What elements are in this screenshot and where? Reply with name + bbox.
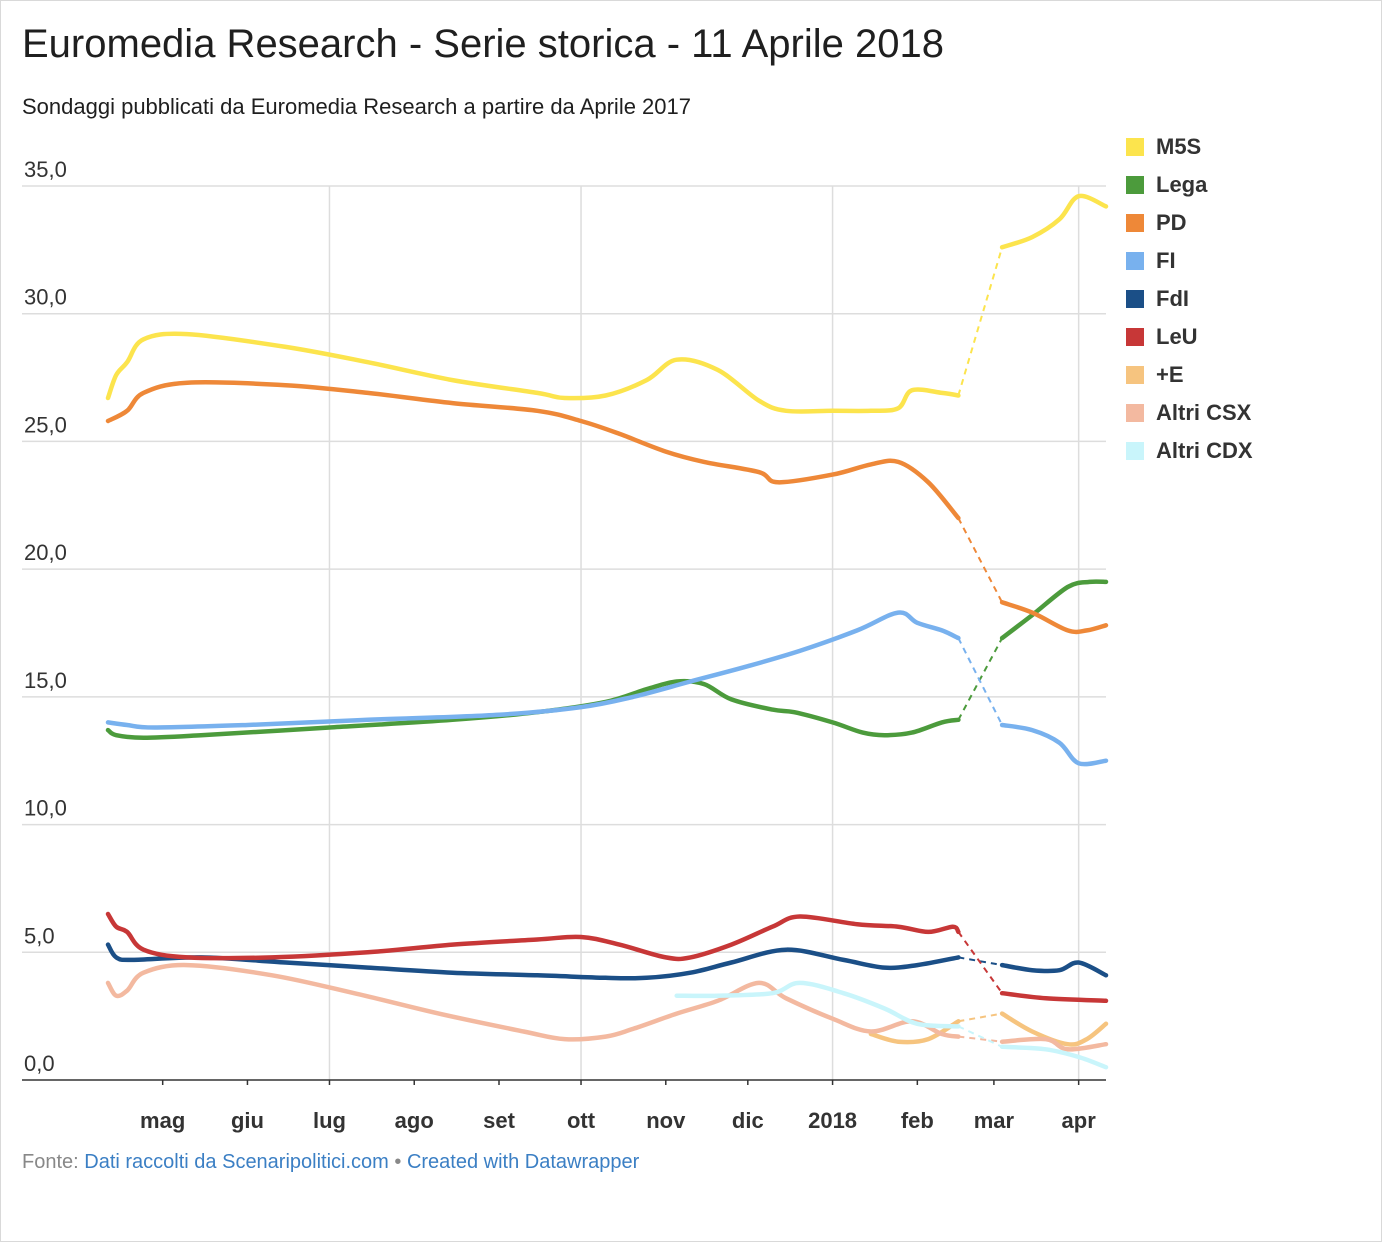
- series-line-fdi: [105, 942, 961, 981]
- x-tick-label: mag: [140, 1108, 185, 1133]
- x-tick-label: 2018: [808, 1108, 857, 1133]
- x-tick-label: lug: [313, 1108, 346, 1133]
- legend-item-plus-e: +E: [1126, 356, 1253, 394]
- legend-label: +E: [1156, 362, 1184, 387]
- series-line-leu: [105, 911, 961, 962]
- series-line-altri-csx-after: [999, 1036, 1109, 1052]
- legend-swatch: [1126, 404, 1144, 422]
- series-line-pd: [105, 380, 961, 521]
- legend-item-m5s: M5S: [1126, 128, 1253, 166]
- gridlines: [22, 185, 1106, 1080]
- legend-swatch: [1126, 442, 1144, 460]
- legend-label: PD: [1156, 210, 1187, 235]
- series-gap-fi: [957, 637, 1003, 726]
- series-line-fdi-after: [999, 960, 1109, 978]
- series-gap-altri-csx: [958, 1035, 1003, 1043]
- x-tick-label: feb: [901, 1108, 934, 1133]
- series-gap-pd: [957, 517, 1003, 603]
- legend-swatch: [1126, 328, 1144, 346]
- x-tick-label: giu: [231, 1108, 264, 1133]
- footer-separator: •: [388, 1151, 407, 1173]
- legend-swatch: [1126, 176, 1144, 194]
- series-gap-altri-cdx: [957, 1025, 1003, 1048]
- legend-item-fdi: FdI: [1126, 280, 1253, 318]
- series-line-fi-after: [999, 722, 1109, 767]
- x-tick-label: set: [483, 1108, 515, 1133]
- legend-label: Lega: [1156, 172, 1208, 197]
- legend-item-altri-csx: Altri CSX: [1126, 394, 1253, 432]
- legend-item-lega: Lega: [1126, 166, 1253, 204]
- x-tick-label: ago: [395, 1108, 434, 1133]
- legend-item-pd: PD: [1126, 204, 1253, 242]
- series-line-m5s-after: [999, 193, 1109, 250]
- y-tick-label: 0,0: [24, 1051, 55, 1076]
- source-link[interactable]: Dati raccolti da Scenaripolitici.com: [84, 1151, 389, 1173]
- y-tick-label: 30,0: [24, 285, 67, 310]
- legend-label: LeU: [1156, 324, 1198, 349]
- y-tick-label: 25,0: [24, 412, 67, 437]
- series-line-altri-cdx: [674, 980, 961, 1029]
- datawrapper-link[interactable]: Created with Datawrapper: [406, 1151, 640, 1173]
- x-tick-label: apr: [1062, 1108, 1097, 1133]
- legend: M5S Lega PD FI FdI LeU +E Altri CSX Altri CDX: [1126, 128, 1253, 470]
- series-line-plus-e: [868, 1019, 961, 1045]
- x-tick-label: dic: [732, 1108, 764, 1133]
- y-tick-label: 35,0: [24, 157, 67, 182]
- legend-swatch: [1126, 366, 1144, 384]
- series-gap-leu: [957, 931, 1003, 994]
- y-tick-label: 20,0: [24, 540, 67, 565]
- series-line-plus-e-after: [999, 1011, 1109, 1047]
- chart-title: Euromedia Research - Serie storica - 11 …: [22, 22, 944, 66]
- series-gap-lega: [957, 637, 1003, 721]
- legend-label: FI: [1156, 248, 1176, 273]
- x-tick-label: ott: [567, 1108, 596, 1133]
- legend-item-fi: FI: [1126, 242, 1253, 280]
- series-line-m5s: [105, 331, 961, 414]
- footer-prefix: Fonte:: [22, 1151, 85, 1173]
- legend-swatch: [1126, 290, 1144, 308]
- legend-label: Altri CDX: [1156, 438, 1253, 463]
- chart-subtitle: Sondaggi pubblicati da Euromedia Researc…: [22, 94, 691, 119]
- axes: 0,0 5,0 10,0 15,0 20,0 25,0 30,0 35,0 mag giu lug a…: [22, 157, 1106, 1133]
- series-line-lega-after: [999, 579, 1109, 641]
- x-tick-label: nov: [646, 1108, 686, 1133]
- y-tick-label: 15,0: [24, 668, 67, 693]
- legend-label: Altri CSX: [1156, 400, 1252, 425]
- legend-swatch: [1126, 252, 1144, 270]
- legend-swatch: [1126, 214, 1144, 232]
- legend-label: FdI: [1156, 286, 1189, 311]
- y-tick-label: 5,0: [24, 923, 55, 948]
- legend-swatch: [1126, 138, 1144, 156]
- series-gap-plus-e: [958, 1012, 1003, 1023]
- legend-label: M5S: [1156, 134, 1202, 159]
- legend-item-leu: LeU: [1126, 318, 1253, 356]
- x-tick-label: mar: [974, 1108, 1015, 1133]
- series-line-altri-csx: [105, 962, 961, 1042]
- series-line-leu-after: [999, 990, 1109, 1004]
- series-line-altri-cdx-after: [999, 1044, 1109, 1070]
- series-lines: [105, 193, 1109, 1070]
- series-line-fi: [105, 610, 961, 730]
- series-line-lega: [105, 678, 961, 740]
- legend-item-altri-cdx: Altri CDX: [1126, 432, 1253, 470]
- y-tick-label: 10,0: [24, 796, 67, 821]
- series-gap-m5s: [957, 247, 1004, 396]
- footer: Fonte: Dati raccolti da Scenaripolitici.…: [22, 1151, 639, 1174]
- series-line-pd-after: [999, 600, 1109, 635]
